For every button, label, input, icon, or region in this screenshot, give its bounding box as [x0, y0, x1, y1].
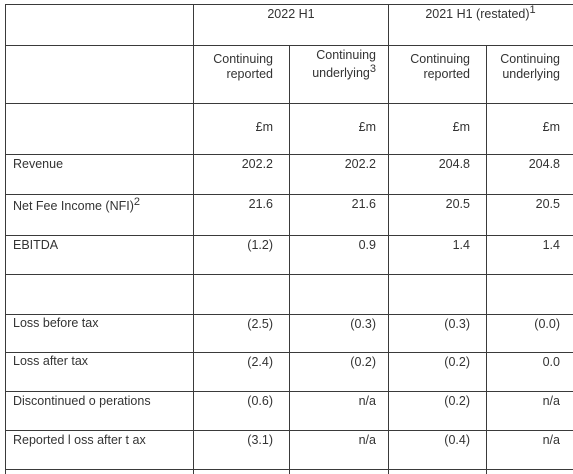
value-cell: 202.2	[241, 157, 273, 171]
value-cell: (0.3)	[444, 317, 470, 331]
value-cell: 20.5	[535, 197, 560, 211]
value-cell: (2.5)	[247, 317, 273, 331]
row-label-reported-loss-after-tax: Reported l oss after t ax	[13, 433, 149, 448]
value-cell: 1.4	[542, 238, 560, 252]
column-border	[193, 4, 194, 474]
value-cell: 21.6	[351, 197, 376, 211]
value-cell: 0.0	[542, 355, 560, 369]
unit-label: £m	[542, 120, 560, 134]
value-cell: (1.2)	[247, 238, 273, 252]
value-cell: (2.4)	[247, 355, 273, 369]
row-label-text: Revenue	[13, 157, 64, 171]
footnote-marker: 3	[369, 63, 376, 75]
row-label-text: Net Fee Income (NFI)	[13, 199, 134, 213]
row-label-discontinued-operations: Discontinued o perations	[13, 394, 154, 409]
column-border	[289, 45, 290, 474]
row-label-text: Loss before tax	[13, 316, 99, 330]
unit-label: £m	[452, 120, 470, 134]
column-header-line: underlying	[312, 66, 370, 80]
column-header-line: reported	[226, 67, 273, 81]
value-cell: 0.9	[358, 238, 376, 252]
period-header-2021: 2021 H1 (restated)1	[388, 4, 573, 22]
column-border	[388, 4, 389, 474]
column-header-line: Continuing	[410, 52, 470, 66]
value-cell: 21.6	[248, 197, 273, 211]
row-label-revenue: Revenue	[13, 157, 66, 172]
value-cell: n/a	[358, 394, 376, 408]
row-label-text: Reported l oss after t ax	[13, 433, 146, 447]
value-cell: (0.2)	[350, 355, 376, 369]
unit-label: £m	[358, 120, 376, 134]
row-label-text: Discontinued o perations	[13, 394, 151, 408]
row-label-text: EBITDA	[13, 238, 59, 252]
footnote-marker: 2	[133, 196, 140, 208]
value-cell: (0.4)	[444, 433, 470, 447]
column-header-2021-underlying: Continuing underlying	[486, 52, 563, 82]
value-cell: (0.0)	[534, 317, 560, 331]
value-cell: n/a	[358, 433, 376, 447]
column-header-line: Continuing	[500, 52, 560, 66]
value-cell: (0.6)	[247, 394, 273, 408]
unit-label: £m	[255, 120, 273, 134]
value-cell: (0.3)	[350, 317, 376, 331]
column-header-2022-reported: Continuing reported	[193, 52, 276, 82]
column-border	[5, 4, 6, 474]
value-cell: 204.8	[528, 157, 560, 171]
column-header-line: reported	[423, 67, 470, 81]
value-cell: n/a	[542, 394, 560, 408]
value-cell: 202.2	[344, 157, 376, 171]
value-cell: 204.8	[438, 157, 470, 171]
row-label-ebitda: EBITDA	[13, 238, 61, 253]
value-cell: 20.5	[445, 197, 470, 211]
value-cell: 1.4	[452, 238, 470, 252]
period-header-2022: 2022 H1	[193, 7, 389, 22]
period-2021-label: 2021 H1 (restated)	[425, 7, 530, 21]
value-cell: (0.2)	[444, 355, 470, 369]
row-label-loss-before-tax: Loss before tax	[13, 316, 101, 331]
value-cell: n/a	[542, 433, 560, 447]
period-2022-label: 2022 H1	[267, 7, 315, 21]
row-label-loss-after-tax: Loss after tax	[13, 354, 91, 369]
row-label-text: Loss after tax	[13, 354, 89, 368]
column-border	[486, 45, 487, 474]
column-header-2021-reported: Continuing reported	[388, 52, 473, 82]
column-header-2022-underlying: Continuing underlying3	[289, 48, 379, 81]
row-label-net-fee-income: Net Fee Income (NFI)2	[13, 196, 143, 214]
column-header-line: Continuing	[213, 52, 273, 66]
column-header-line: Continuing	[316, 48, 376, 62]
footnote-marker: 1	[529, 4, 536, 16]
value-cell: (3.1)	[247, 433, 273, 447]
row-border	[5, 4, 573, 5]
value-cell: (0.2)	[444, 394, 470, 408]
column-header-line: underlying	[502, 67, 560, 81]
